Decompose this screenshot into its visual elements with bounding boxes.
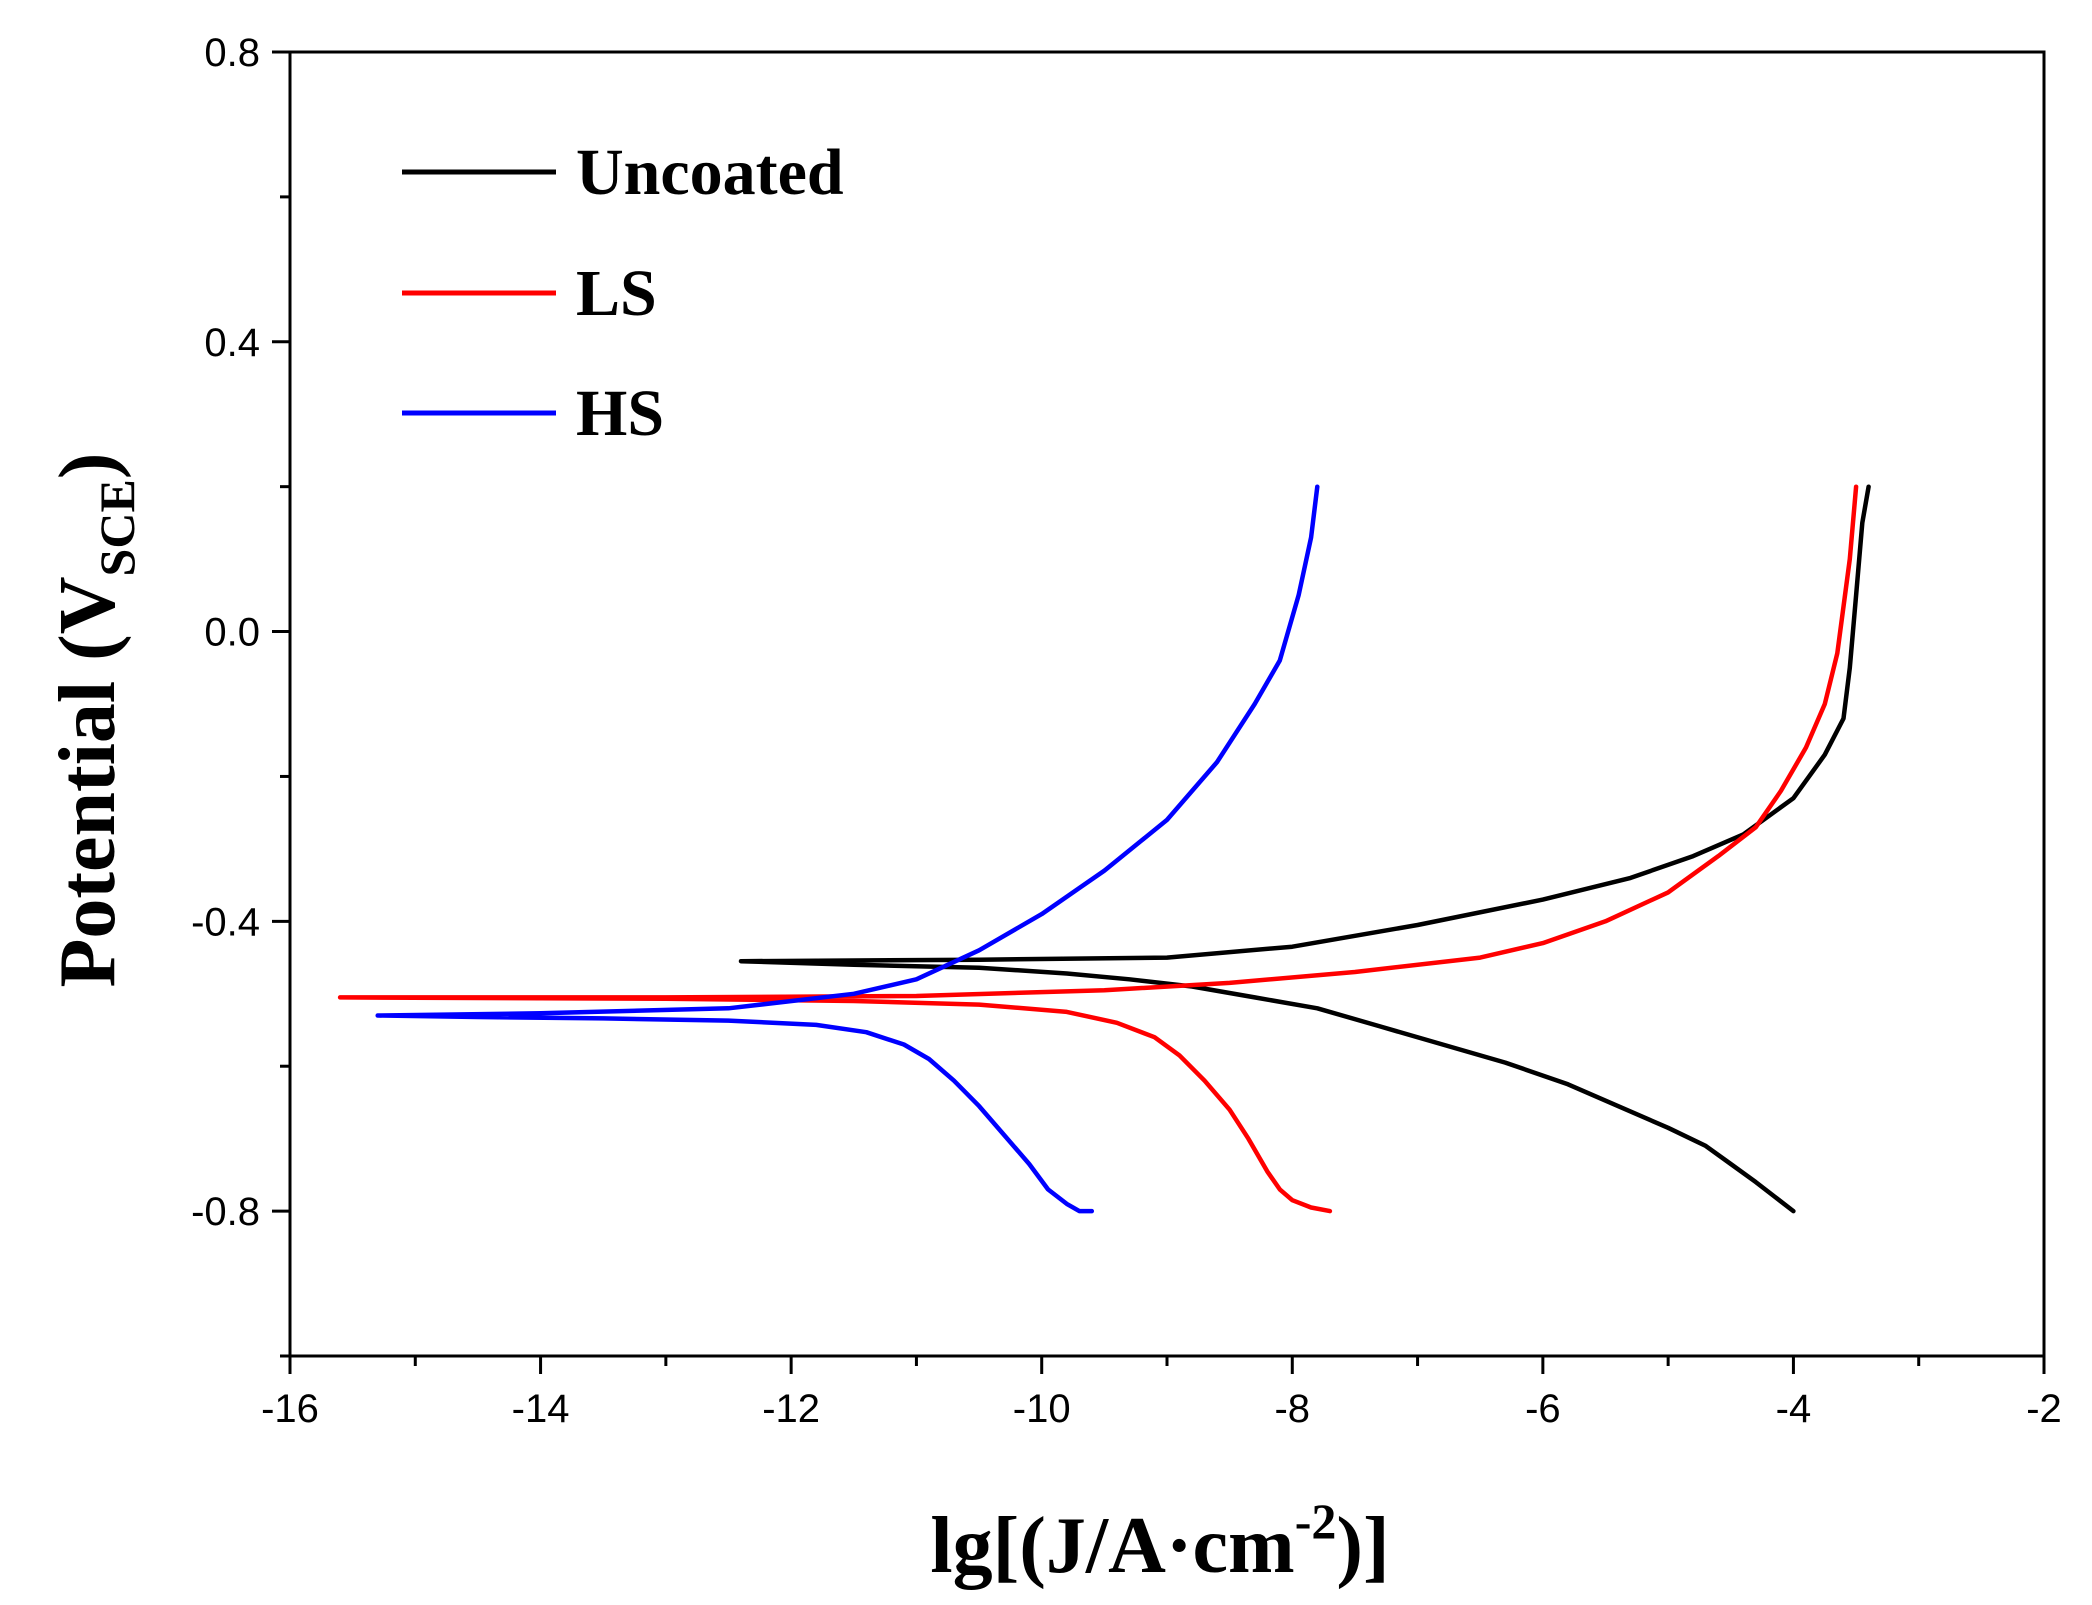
y-tick-label: 0.0 (204, 611, 260, 655)
x-axis-title-main: lg[(J/A·cm (930, 1502, 1294, 1590)
x-tick-label: -10 (1013, 1387, 1071, 1431)
legend-label-hs: HS (576, 377, 664, 450)
series-line-hs (375, 484, 1320, 1214)
x-tick-label: -8 (1274, 1387, 1310, 1431)
x-tick-label: -2 (2026, 1387, 2062, 1431)
x-tick-label: -6 (1525, 1387, 1561, 1431)
y-tick-label: -0.8 (191, 1190, 260, 1234)
x-tick-label: -16 (261, 1387, 319, 1431)
y-axis-title-subscript: SCE (89, 479, 145, 576)
x-tick-label: -12 (762, 1387, 820, 1431)
y-tick-label: -0.4 (191, 900, 260, 944)
y-axis-title-main: Potential (V (44, 576, 132, 987)
y-axis-title-close: ) (44, 453, 132, 480)
plot-frame (288, 50, 2046, 1358)
y-tick-label: 0.4 (204, 321, 260, 365)
legend: Uncoated LS HS (402, 136, 844, 450)
y-tick-label: 0.8 (204, 31, 260, 75)
x-tick-label: -14 (512, 1387, 570, 1431)
y-axis-title: Potential (VSCE) (44, 453, 145, 988)
x-axis-title: lg[(J/A·cm-2)] (930, 1493, 1389, 1590)
y-tick-labels: -0.8 -0.4 0.0 0.4 0.8 (191, 31, 260, 1234)
x-tick-labels: -16 -14 -12 -10 -8 -6 -4 -2 (261, 1387, 2062, 1431)
legend-label-uncoated: Uncoated (576, 136, 844, 209)
x-axis-title-close: )] (1336, 1502, 1389, 1590)
legend-label-ls: LS (576, 257, 657, 330)
data-series (337, 484, 1871, 1214)
x-axis-title-superscript: -2 (1295, 1493, 1337, 1549)
tick-marks (272, 50, 2046, 1374)
series-line-uncoated (738, 484, 1871, 1214)
x-tick-label: -4 (1776, 1387, 1812, 1431)
series-line-ls (337, 484, 1859, 1214)
